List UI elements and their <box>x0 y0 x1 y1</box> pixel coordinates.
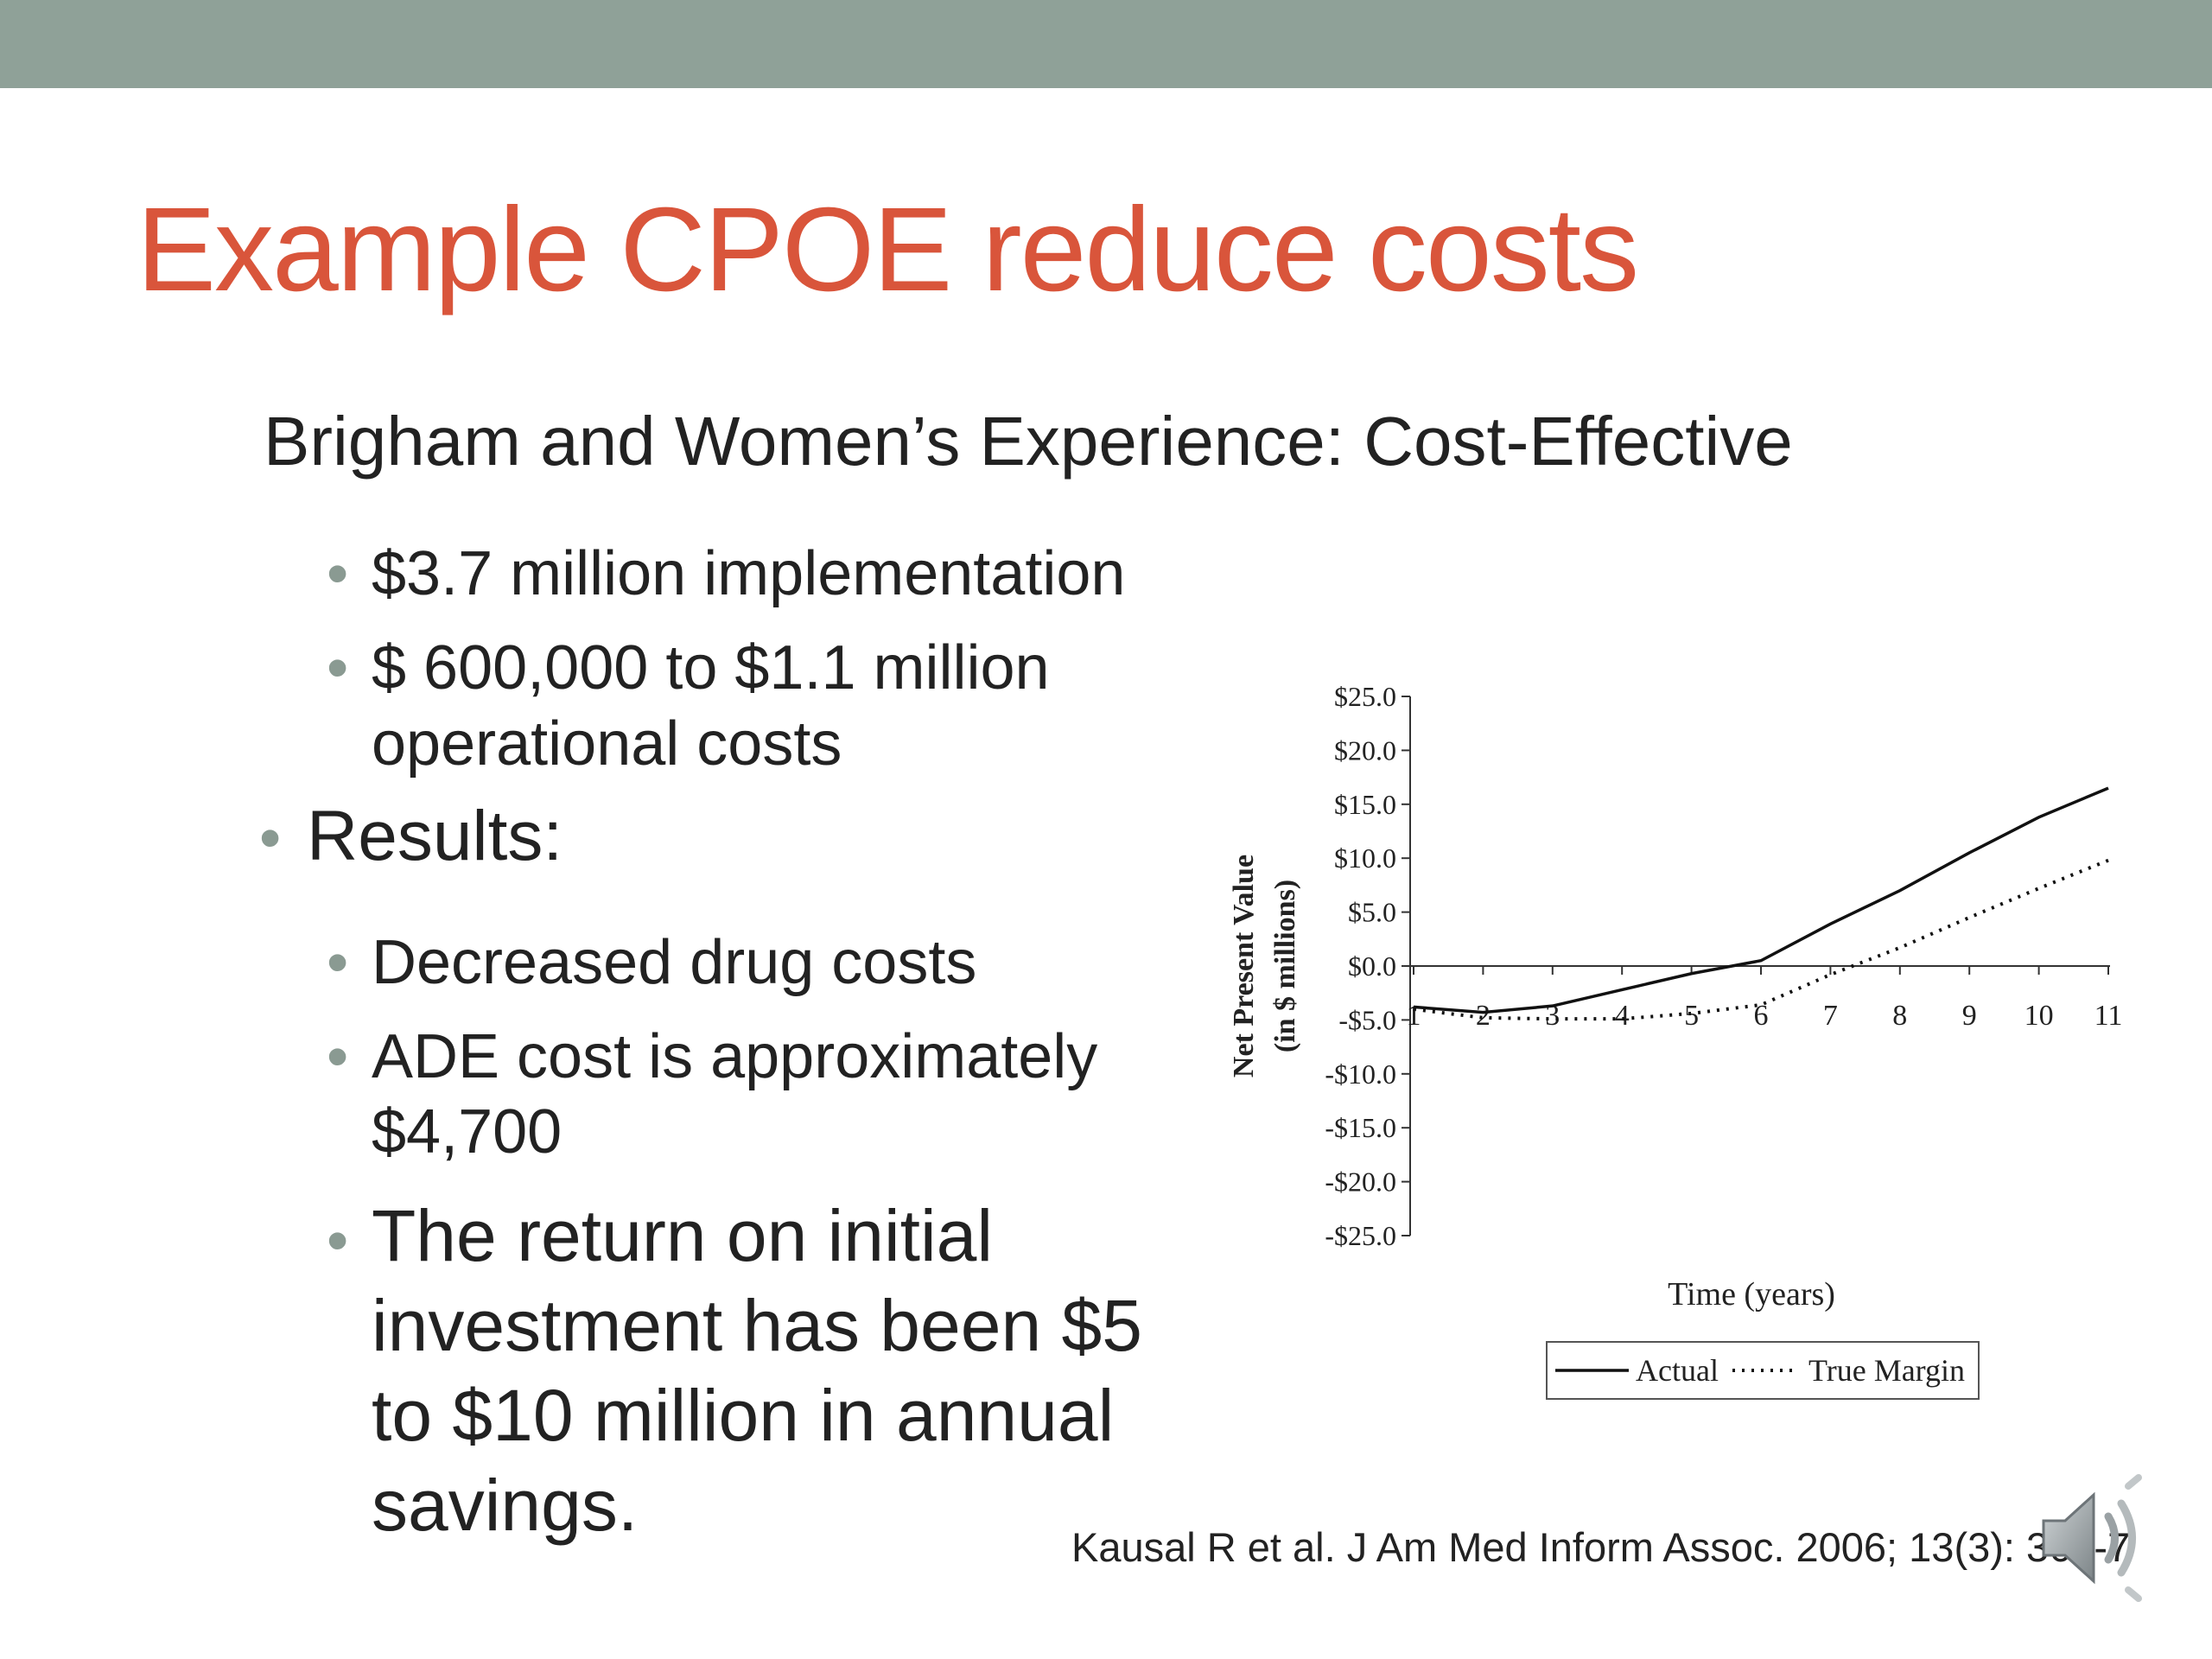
y-axis-title-line2: (in $ millions) <box>1269 880 1301 1052</box>
npv-chart-svg: $25.0 $20.0 $15.0 $10.0 $5.0 $0.0 -$5.0 -$10.0 -… <box>1228 681 2123 1400</box>
x-tick-label: 5 <box>1684 1000 1699 1032</box>
y-tick-label: -$20.0 <box>1325 1166 1396 1198</box>
bullet-marker: • <box>327 1022 349 1091</box>
bullet-marker: • <box>327 633 349 702</box>
results-heading: Results: <box>307 797 563 875</box>
bullet-operational-line2: operational costs <box>372 709 842 779</box>
bullet-marker: • <box>327 928 349 997</box>
bullet-return-line2: investment has been $5 <box>372 1285 1142 1366</box>
bullet-marker: • <box>327 539 349 608</box>
y-tick-label: $5.0 <box>1348 897 1396 928</box>
y-tick-label: -$10.0 <box>1325 1058 1396 1090</box>
y-tick-label: -$25.0 <box>1325 1220 1396 1251</box>
slide-subtitle: Brigham and Women’s Experience: Cost-Eff… <box>264 403 1793 480</box>
bullet-marker: • <box>259 804 282 873</box>
bullet-ade-cost-line2: $4,700 <box>372 1097 563 1166</box>
y-tick-label: $15.0 <box>1334 789 1396 820</box>
x-tick-label: 8 <box>1892 1000 1907 1032</box>
bullet-marker: • <box>327 1206 349 1275</box>
bullet-return-line1: The return on initial <box>372 1195 994 1276</box>
x-tick-label: 10 <box>2024 1000 2054 1032</box>
x-tick-label: 1 <box>1407 1000 1421 1032</box>
bullet-drug-costs: Decreased drug costs <box>372 928 977 997</box>
slide-top-bar <box>0 0 2212 88</box>
series-line-actual <box>1413 786 2109 1014</box>
bullet-return-line4: savings. <box>372 1465 639 1546</box>
y-axis-title: Net Present Value <box>1228 855 1260 1077</box>
citation: Kausal R et al. J Am Med Inform Assoc. 2… <box>1071 1524 2131 1570</box>
x-tick-label: 11 <box>2094 1000 2123 1032</box>
bullet-implementation: $3.7 million implementation <box>372 539 1126 608</box>
x-tick-label: 2 <box>1476 1000 1491 1032</box>
legend-label-true-margin: True Margin <box>1808 1353 1965 1388</box>
y-tick-label: $0.0 <box>1348 950 1396 982</box>
y-tick-label: -$15.0 <box>1325 1112 1396 1143</box>
bullet-operational-line1: $ 600,000 to $1.1 million <box>372 633 1050 702</box>
x-tick-label: 7 <box>1823 1000 1838 1032</box>
npv-chart: $25.0 $20.0 $15.0 $10.0 $5.0 $0.0 -$5.0 -$10.0 -… <box>1210 665 2177 1443</box>
y-tick-label: $25.0 <box>1334 681 1396 712</box>
legend-label-actual: Actual <box>1636 1353 1719 1388</box>
speaker-icon[interactable] <box>2026 1473 2156 1603</box>
y-tick-label: -$5.0 <box>1338 1004 1396 1035</box>
y-tick-label: $20.0 <box>1334 734 1396 766</box>
x-tick-label: 9 <box>1962 1000 1977 1032</box>
x-axis-title: Time (years) <box>1668 1276 1835 1313</box>
slide-title: Example CPOE reduce costs <box>137 183 1639 316</box>
series-line-true-margin <box>1413 858 2109 1021</box>
y-tick-label: $10.0 <box>1334 842 1396 874</box>
bullet-ade-cost-line1: ADE cost is approximately <box>372 1022 1098 1091</box>
x-tick-label: 6 <box>1754 1000 1769 1032</box>
x-tick-label: 4 <box>1615 1000 1630 1032</box>
bullet-return-line3: to $10 million in annual <box>372 1375 1115 1456</box>
